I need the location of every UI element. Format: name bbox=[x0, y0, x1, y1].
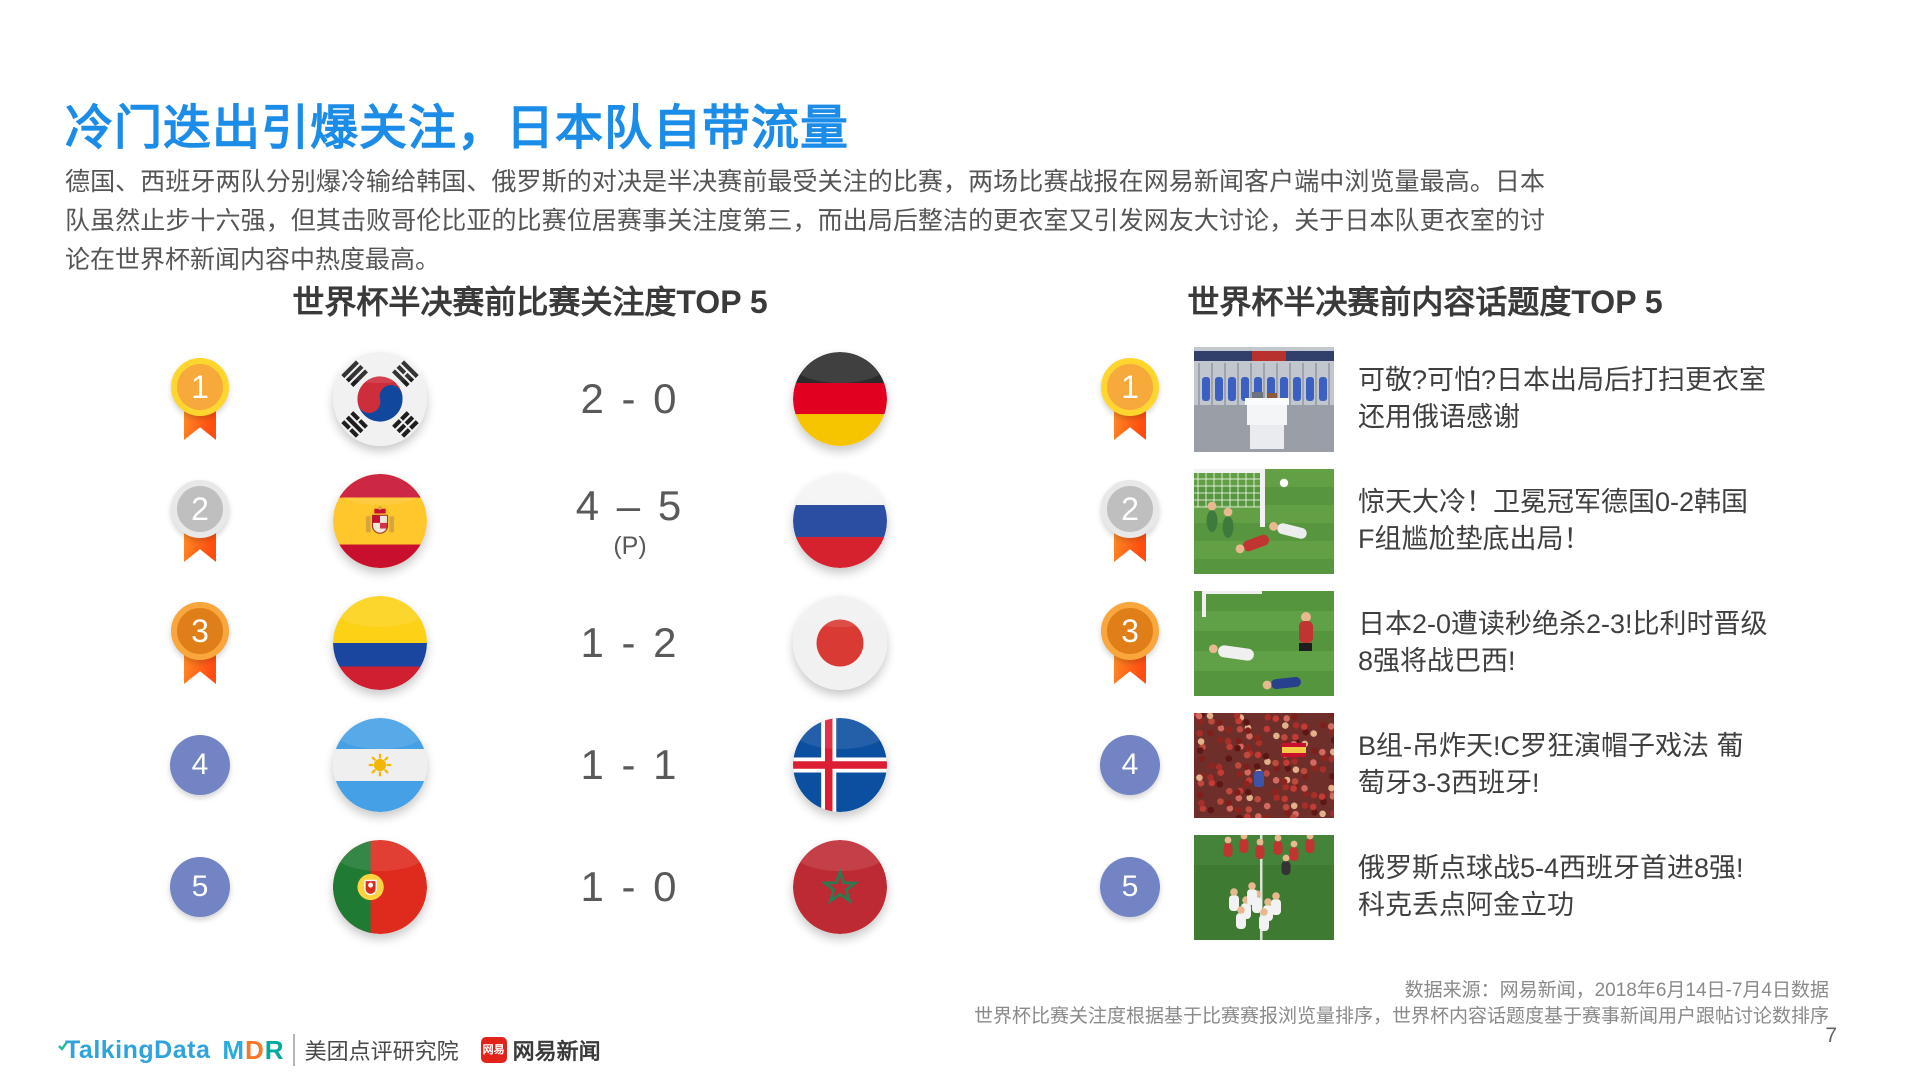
rank-number: 4 bbox=[170, 735, 230, 795]
score-value: 1 - 1 bbox=[580, 741, 680, 788]
rank-medal-icon: 3 bbox=[171, 602, 229, 684]
talkingdata-tick-icon bbox=[57, 1030, 69, 1059]
rank-number: 3 bbox=[1101, 602, 1159, 660]
rank-medal-icon: 5 bbox=[170, 857, 230, 917]
news-headline: 日本2-0遭读秒绝杀2-3!比利时晋级8强将战巴西! bbox=[1358, 609, 1768, 676]
match-panel-header: 世界杯半决赛前比赛关注度TOP 5 bbox=[292, 283, 768, 320]
rank-number: 5 bbox=[1100, 857, 1160, 917]
flag-morocco-icon bbox=[793, 840, 887, 934]
match-row: 4 1 - 1 bbox=[140, 704, 920, 826]
intro-paragraph: 德国、西班牙两队分别爆冷输给韩国、俄罗斯的对决是半决赛前最受关注的比赛，两场比赛… bbox=[65, 168, 1545, 274]
data-source-note: 数据来源：网易新闻，2018年6月14日-7月4日数据 世界杯比赛关注度根据基于… bbox=[974, 978, 1829, 1030]
netease-logo: 网易 网易新闻 bbox=[480, 1034, 601, 1066]
news-item: 1 可敬?可怕?日本出局后打扫更衣室 还用俄语感谢 bbox=[1080, 338, 1770, 460]
rank-number: 2 bbox=[1101, 480, 1159, 538]
score-value: 1 - 0 bbox=[580, 863, 680, 910]
rank-medal-icon: 1 bbox=[171, 358, 229, 440]
rank-number: 3 bbox=[171, 602, 229, 660]
match-score: 4 – 5 (P) bbox=[576, 482, 684, 561]
news-thumbnail-spain-fans-crowd bbox=[1194, 712, 1334, 818]
match-score: 1 - 1 bbox=[580, 741, 679, 789]
netease-badge-icon: 网易 bbox=[480, 1037, 507, 1063]
rank-number: 2 bbox=[171, 480, 229, 538]
news-thumbnail-russia-celebration bbox=[1194, 834, 1334, 940]
netease-news-label: 网易新闻 bbox=[512, 1039, 601, 1064]
score-value: 2 - 0 bbox=[580, 375, 680, 422]
rank-medal-icon: 2 bbox=[1080, 480, 1180, 562]
news-thumbnail-japan-belgium-match bbox=[1194, 590, 1334, 696]
source-line-2: 世界杯比赛关注度根据基于比赛赛报浏览量排序，世界杯内容话题度基于赛事新闻用户跟帖… bbox=[973, 1006, 1829, 1027]
news-item: 5 俄罗斯点球战5-4西班牙首进8强!科克丢点阿金立功 bbox=[1080, 826, 1770, 948]
topic-panel-header: 世界杯半决赛前内容话题度TOP 5 bbox=[1187, 283, 1663, 320]
match-score: 1 - 2 bbox=[580, 619, 679, 667]
flag-japan-icon bbox=[793, 596, 887, 690]
flag-russia-icon bbox=[793, 474, 887, 568]
match-score: 2 - 0 bbox=[580, 375, 679, 423]
flag-south-korea-icon bbox=[333, 352, 427, 446]
flag-germany-icon bbox=[793, 352, 887, 446]
news-item: 2 惊天大冷！卫冕冠军德国0-2韩国 F组尴尬垫底出局！ bbox=[1080, 460, 1770, 582]
rank-number: 1 bbox=[1101, 358, 1159, 416]
match-ranking-list: 1 2 - 0 2 4 – 5 (P) 3 1 - 2 bbox=[140, 338, 920, 948]
news-headline: 俄罗斯点球战5-4西班牙首进8强!科克丢点阿金立功 bbox=[1358, 853, 1744, 920]
score-value: 4 – 5 bbox=[575, 481, 685, 529]
rank-medal-icon: 5 bbox=[1080, 857, 1180, 917]
flag-argentina-icon bbox=[333, 718, 427, 812]
mdr-letter: D bbox=[245, 1034, 265, 1065]
news-headline: B组-吊炸天!C罗狂演帽子戏法 葡萄牙3-3西班牙! bbox=[1358, 731, 1744, 798]
flag-colombia-icon bbox=[333, 596, 427, 690]
score-value: 1 - 2 bbox=[580, 619, 680, 666]
news-headline: 可敬?可怕?日本出局后打扫更衣室 还用俄语感谢 bbox=[1358, 365, 1767, 432]
topic-ranking-list: 1 可敬?可怕?日本出局后打扫更衣室 还用俄语感谢 2 惊天大冷！卫冕冠军德国0… bbox=[1080, 338, 1770, 948]
news-item: 4 B组-吊炸天!C罗狂演帽子戏法 葡萄牙3-3西班牙! bbox=[1080, 704, 1770, 826]
source-line-1: 数据来源：网易新闻，2018年6月14日-7月4日数据 bbox=[1404, 980, 1829, 1001]
match-score: 1 - 0 bbox=[580, 863, 679, 911]
rank-number: 4 bbox=[1100, 735, 1160, 795]
flag-iceland-icon bbox=[793, 718, 887, 812]
news-thumbnail-germany-korea-goal bbox=[1194, 468, 1334, 574]
rank-number: 5 bbox=[170, 857, 230, 917]
match-row: 3 1 - 2 bbox=[140, 582, 920, 704]
mdr-letter: M bbox=[222, 1034, 246, 1065]
news-headline: 惊天大冷！卫冕冠军德国0-2韩国 F组尴尬垫底出局！ bbox=[1358, 487, 1749, 554]
talkingdata-wordmark: TalkingData bbox=[65, 1035, 211, 1064]
rank-medal-icon: 4 bbox=[170, 735, 230, 795]
mdr-letter: R bbox=[264, 1034, 285, 1065]
rank-medal-icon: 3 bbox=[1080, 602, 1180, 684]
news-thumbnail-locker-room bbox=[1194, 346, 1334, 452]
rank-medal-icon: 1 bbox=[1080, 358, 1180, 440]
score-note: (P) bbox=[613, 531, 647, 560]
flag-portugal-icon bbox=[333, 840, 427, 934]
talkingdata-logo: TalkingData bbox=[58, 1035, 211, 1065]
rank-medal-icon: 2 bbox=[171, 480, 229, 562]
page-title: 冷门迭出引爆关注，日本队自带流量 bbox=[65, 102, 850, 156]
flag-spain-icon bbox=[333, 474, 427, 568]
meituan-research-label: 美团点评研究院 bbox=[292, 1034, 459, 1066]
page-number: 7 bbox=[1825, 1024, 1837, 1047]
match-row: 2 4 – 5 (P) bbox=[140, 460, 920, 582]
match-row: 5 1 - 0 bbox=[140, 826, 920, 948]
rank-number: 1 bbox=[171, 358, 229, 416]
news-item: 3 日本2-0遭读秒绝杀2-3!比利时晋级8强将战巴西! bbox=[1080, 582, 1770, 704]
rank-medal-icon: 4 bbox=[1080, 735, 1180, 795]
match-row: 1 2 - 0 bbox=[140, 338, 920, 460]
